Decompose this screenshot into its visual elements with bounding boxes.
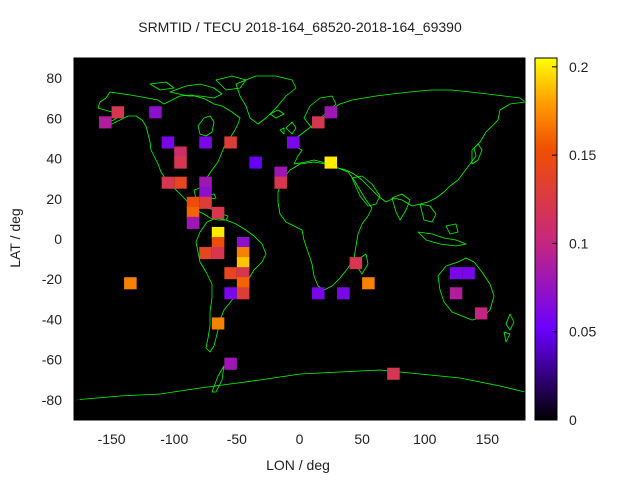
- y-tick-label-5: -20: [42, 271, 62, 287]
- y-tick-label-1: 60: [46, 110, 62, 126]
- heatmap-cell-38: [224, 357, 237, 370]
- plot-area: [74, 58, 525, 420]
- heatmap-cell-43: [449, 267, 463, 280]
- y-tick-label-3: 20: [46, 191, 62, 207]
- heatmap-cell-35: [236, 287, 250, 300]
- heatmap-cell-18: [199, 186, 212, 199]
- x-tick-label-2: -50: [227, 431, 247, 447]
- heatmap-cell-7: [224, 136, 237, 149]
- heatmap-cell-40: [337, 287, 350, 300]
- coastline-greenland: [235, 75, 297, 125]
- x-tick-label-4: 50: [354, 431, 370, 447]
- coastline-japan: [471, 143, 483, 165]
- coastline-iceland: [269, 109, 285, 119]
- heatmap-cell-29: [236, 247, 250, 260]
- coastline-new-zealand: [503, 313, 515, 343]
- heatmap-cell-13: [274, 166, 287, 179]
- coastline-europe: [293, 89, 525, 207]
- heatmap-cell-31: [224, 267, 237, 280]
- y-tick-label-0: 80: [46, 70, 62, 86]
- y-tick-label-8: -80: [42, 392, 62, 408]
- x-tick-label-6: 150: [476, 431, 500, 447]
- y-tick-label-2: 40: [46, 151, 62, 167]
- coastline-antarctica: [74, 369, 525, 420]
- coastline-arabia: [351, 175, 381, 207]
- colorbar-tick-label-2: 0.1: [569, 235, 589, 251]
- heatmap-cell-4: [174, 146, 187, 159]
- heatmap-cell-1: [111, 106, 125, 119]
- heatmap-cell-34: [224, 287, 237, 300]
- heatmap-cell-42: [362, 277, 375, 290]
- heatmap-cell-17: [199, 176, 212, 189]
- chart-title: SRMTID / TECU 2018-164_68520-2018-164_69…: [138, 19, 462, 35]
- coastline-british-isles: [279, 121, 297, 135]
- heatmap-cell-33: [236, 277, 250, 290]
- heatmap-cell-21: [186, 206, 200, 219]
- x-tick-label-0: -150: [98, 431, 126, 447]
- heatmap-cell-11: [324, 106, 338, 119]
- heatmap-cell-3: [161, 136, 175, 149]
- heatmap-cell-27: [199, 247, 212, 260]
- coastline-indonesia: [417, 223, 467, 247]
- colorbar-ticks: 0 0.05 0.1 0.15 0.2: [552, 59, 596, 428]
- heatmap-cell-10: [312, 116, 325, 129]
- coastline-hudson-bay: [197, 115, 215, 137]
- x-axis-ticks: -150 -100 -50 0 50 100 150: [98, 58, 500, 447]
- heatmap-cell-47: [387, 367, 400, 380]
- heatmap-cell-22: [211, 206, 225, 219]
- y-tick-label-7: -60: [42, 352, 62, 368]
- heatmap-cell-20: [199, 196, 212, 209]
- y-axis-label: LAT / deg: [7, 208, 23, 267]
- colorbar-tick-label-4: 0.2: [569, 59, 589, 75]
- coastline-antarctic-peninsula: [211, 365, 225, 393]
- x-tick-label-3: 0: [296, 431, 304, 447]
- colorbar-tick-label-1: 0.05: [569, 324, 596, 340]
- x-tick-label-5: 100: [413, 431, 437, 447]
- colorbar: [534, 57, 558, 421]
- heatmap-cell-45: [449, 287, 463, 300]
- coastlines: [74, 75, 525, 420]
- heatmap-cell-44: [462, 267, 475, 280]
- heatmap-cell-30: [236, 257, 250, 270]
- y-axis-ticks: 80 60 40 20 0 -20 -40 -60 -80: [42, 70, 525, 408]
- heatmap-cell-2: [149, 106, 162, 119]
- heatmap-cell-24: [211, 226, 225, 239]
- heatmap-cell-8: [249, 156, 262, 169]
- heatmap-cell-0: [99, 116, 112, 129]
- heatmap-cell-25: [211, 236, 225, 250]
- heatmap-cell-41: [349, 257, 363, 270]
- heatmap-cell-15: [161, 176, 175, 189]
- heatmap-cell-36: [124, 277, 137, 290]
- coastline-southeast-asia: [419, 203, 437, 223]
- heatmap-cell-9: [286, 136, 300, 149]
- heatmap-cell-19: [186, 196, 200, 209]
- colorbar-tick-label-0: 0: [569, 412, 577, 428]
- coastline-india: [391, 193, 411, 221]
- heatmap-cell-16: [174, 176, 187, 189]
- heatmap-cell-6: [199, 136, 212, 149]
- heatmap-cell-5: [174, 156, 187, 169]
- y-tick-label-6: -40: [42, 311, 62, 327]
- heatmap-cell-32: [236, 267, 250, 280]
- colorbar-tick-label-3: 0.15: [569, 147, 596, 163]
- heatmap-cell-46: [474, 307, 488, 320]
- heatmap-cell-23: [186, 216, 200, 229]
- y-tick-label-4: 0: [54, 231, 62, 247]
- coastline-australia: [437, 257, 495, 321]
- heatmap-cells: [99, 106, 488, 380]
- heatmap-cell-37: [211, 317, 225, 330]
- x-tick-label-1: -100: [160, 431, 188, 447]
- coastline-arctic-islands: [149, 75, 247, 99]
- heatmap-cell-39: [312, 287, 325, 300]
- x-axis-label: LON / deg: [266, 457, 330, 473]
- heatmap-cell-14: [274, 176, 287, 189]
- heatmap-cell-26: [236, 236, 250, 250]
- heatmap-cell-12: [324, 156, 338, 169]
- coastline-south-america: [195, 217, 267, 353]
- heatmap-cell-28: [211, 247, 225, 260]
